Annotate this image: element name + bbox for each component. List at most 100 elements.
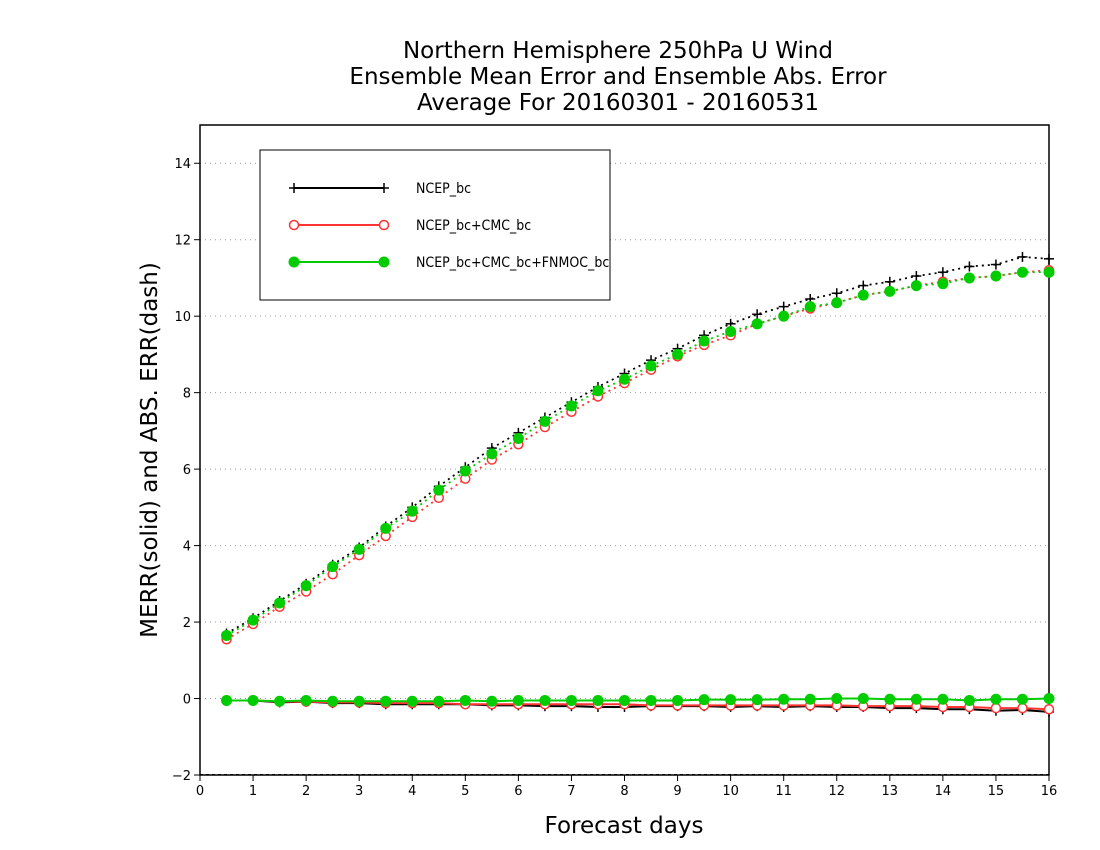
legend-label: NCEP_bc+CMC_bc [416,218,531,234]
data-point-mean-err [247,694,259,706]
data-point-abs-err [353,543,365,555]
series-1 [221,251,1054,717]
x-tick-label: 6 [514,784,522,799]
data-point-mean-err [592,694,604,706]
data-point-abs-err [990,270,1002,282]
x-tick-label: 7 [567,784,575,799]
data-point-abs-err [1043,266,1055,278]
data-point-mean-err [274,695,286,707]
data-point-abs-err [486,448,498,460]
data-point-abs-err [1044,253,1054,264]
chart-title-line-2: Ensemble Mean Error and Ensemble Abs. Er… [349,64,887,90]
series-line-abs-err [226,256,1050,635]
x-tick-label: 0 [196,784,204,799]
data-point-abs-err [300,580,312,592]
x-axis-label: Forecast days [545,813,704,839]
data-point-mean-err [539,694,551,706]
data-point-abs-err [858,280,869,291]
data-point-abs-err [274,597,286,609]
legend-entry-3: NCEP_bc+CMC_bc+FNMOC_bc [288,255,609,271]
data-point-abs-err [831,297,843,309]
x-tick-label: 3 [355,784,363,799]
data-point-mean-err [698,694,710,706]
x-tick-label: 8 [620,784,628,799]
data-point-mean-err [406,695,418,707]
data-point-mean-err [884,693,896,705]
data-point-mean-err [433,695,445,707]
data-point-mean-err [857,693,869,705]
legend-marker [379,183,389,193]
data-point-mean-err [221,694,233,706]
legend-entry-2: NCEP_bc+CMC_bc [288,218,531,234]
data-point-abs-err [512,433,524,445]
data-point-mean-err [486,695,498,707]
data-point-abs-err [937,267,948,278]
data-point-abs-err [884,276,895,287]
data-point-mean-err [1016,693,1028,705]
legend-label: NCEP_bc+CMC_bc+FNMOC_bc [416,255,609,271]
legend-marker [288,219,300,231]
data-point-abs-err [459,465,471,477]
data-point-abs-err [990,259,1001,270]
data-point-mean-err [645,694,657,706]
data-point-abs-err [221,629,233,641]
data-point-abs-err [831,288,842,299]
y-tick-label: 14 [174,157,191,172]
data-point-abs-err [1017,251,1028,262]
x-tick-label: 5 [461,784,469,799]
data-point-mean-err [300,694,312,706]
x-tick-label: 15 [988,784,1005,799]
y-tick-label: 12 [174,234,191,249]
legend-marker [378,219,390,231]
data-point-abs-err [406,505,418,517]
x-tick-label: 11 [775,784,792,799]
data-point-abs-err [592,385,604,397]
series-line-mean-err [226,697,1050,703]
data-point-mean-err [1043,693,1055,705]
x-tick-label: 12 [828,784,845,799]
data-point-abs-err [539,415,551,427]
data-point-abs-err [937,278,949,290]
y-tick-label: 8 [183,387,191,402]
x-tick-label: 13 [882,784,899,799]
data-point-mean-err [990,693,1002,705]
y-axis-label: MERR(solid) and ABS. ERR(dash) [137,262,163,638]
data-point-abs-err [698,335,710,347]
chart-title-line-1: Northern Hemisphere 250hPa U Wind [403,38,833,64]
data-point-mean-err [459,694,471,706]
chart-title: Northern Hemisphere 250hPa U WindEnsembl… [349,38,887,116]
series-2 [221,265,1055,715]
legend: NCEP_bc NCEP_bc+CMC_bc NCEP_bc+CMC_bc+FNMO… [259,149,611,301]
data-point-mean-err [751,694,763,706]
data-point-abs-err [565,400,577,412]
data-point-abs-err [327,561,339,573]
data-point-abs-err [751,318,763,330]
x-tick-label: 9 [673,784,681,799]
data-point-abs-err [725,325,737,337]
data-point-mean-err [910,693,922,705]
x-tick-label: 1 [249,784,257,799]
data-point-mean-err [565,694,577,706]
series-line-abs-err [226,271,1049,637]
data-point-abs-err [964,261,975,272]
data-point-mean-err [1043,703,1055,715]
y-tick-label: −2 [172,769,191,784]
data-point-abs-err [911,271,922,282]
x-tick-label: 2 [302,784,310,799]
data-point-mean-err [963,694,975,706]
data-point-abs-err [1016,266,1028,278]
data-point-mean-err [353,695,365,707]
x-tick-label: 16 [1041,784,1058,799]
data-point-abs-err [247,614,259,626]
data-point-mean-err [512,694,524,706]
data-point-mean-err [937,693,949,705]
data-point-mean-err [990,702,1002,714]
x-tick-label: 14 [935,784,952,799]
data-point-mean-err [1017,702,1028,714]
data-point-abs-err [645,360,657,372]
x-tick-label: 4 [408,784,416,799]
data-point-abs-err [672,348,684,360]
legend-marker [288,256,300,268]
data-point-mean-err [672,694,684,706]
